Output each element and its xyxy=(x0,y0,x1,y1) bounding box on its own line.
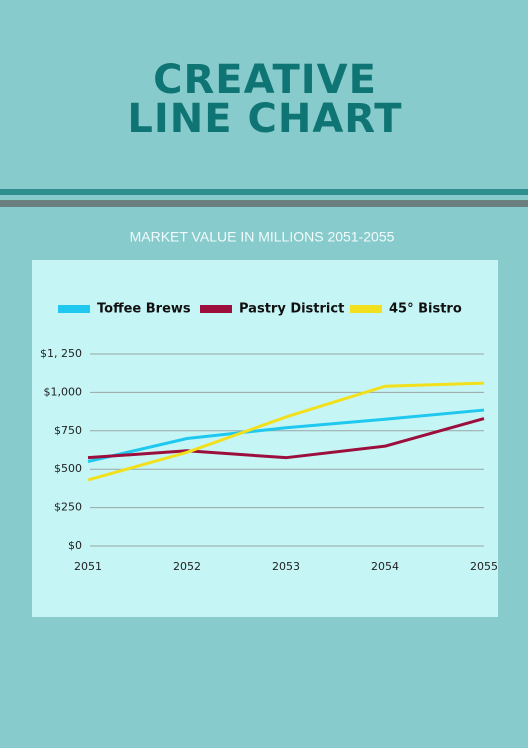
y-tick-label: $500 xyxy=(54,462,82,475)
legend-label: Toffee Brews xyxy=(97,302,191,317)
y-tick-label: $750 xyxy=(54,424,82,437)
legend-swatch xyxy=(200,305,232,313)
x-tick-label: 2055 xyxy=(470,560,498,573)
stripe xyxy=(0,189,528,195)
y-tick-label: $0 xyxy=(68,539,82,552)
series-line xyxy=(87,381,485,482)
y-tick-label: $1, 250 xyxy=(40,347,82,360)
y-tick-label: $250 xyxy=(54,501,82,514)
legend-swatch xyxy=(58,305,90,313)
x-tick-label: 2053 xyxy=(272,560,300,573)
title-line: LINE CHART xyxy=(127,96,402,142)
stripe xyxy=(0,200,528,207)
x-tick-label: 2054 xyxy=(371,560,399,573)
legend-label: 45° Bistro xyxy=(389,302,462,317)
legend-label: Pastry District xyxy=(239,302,344,317)
series-line xyxy=(87,417,485,460)
chart-panel xyxy=(32,260,498,617)
x-tick-label: 2051 xyxy=(74,560,102,573)
series-line xyxy=(87,408,485,463)
title-line: CREATIVE xyxy=(153,57,377,103)
x-tick-label: 2052 xyxy=(173,560,201,573)
y-tick-label: $1,000 xyxy=(44,385,83,398)
subtitle: MARKET VALUE IN MILLIONS 2051-2055 xyxy=(130,229,395,245)
legend-swatch xyxy=(350,305,382,313)
